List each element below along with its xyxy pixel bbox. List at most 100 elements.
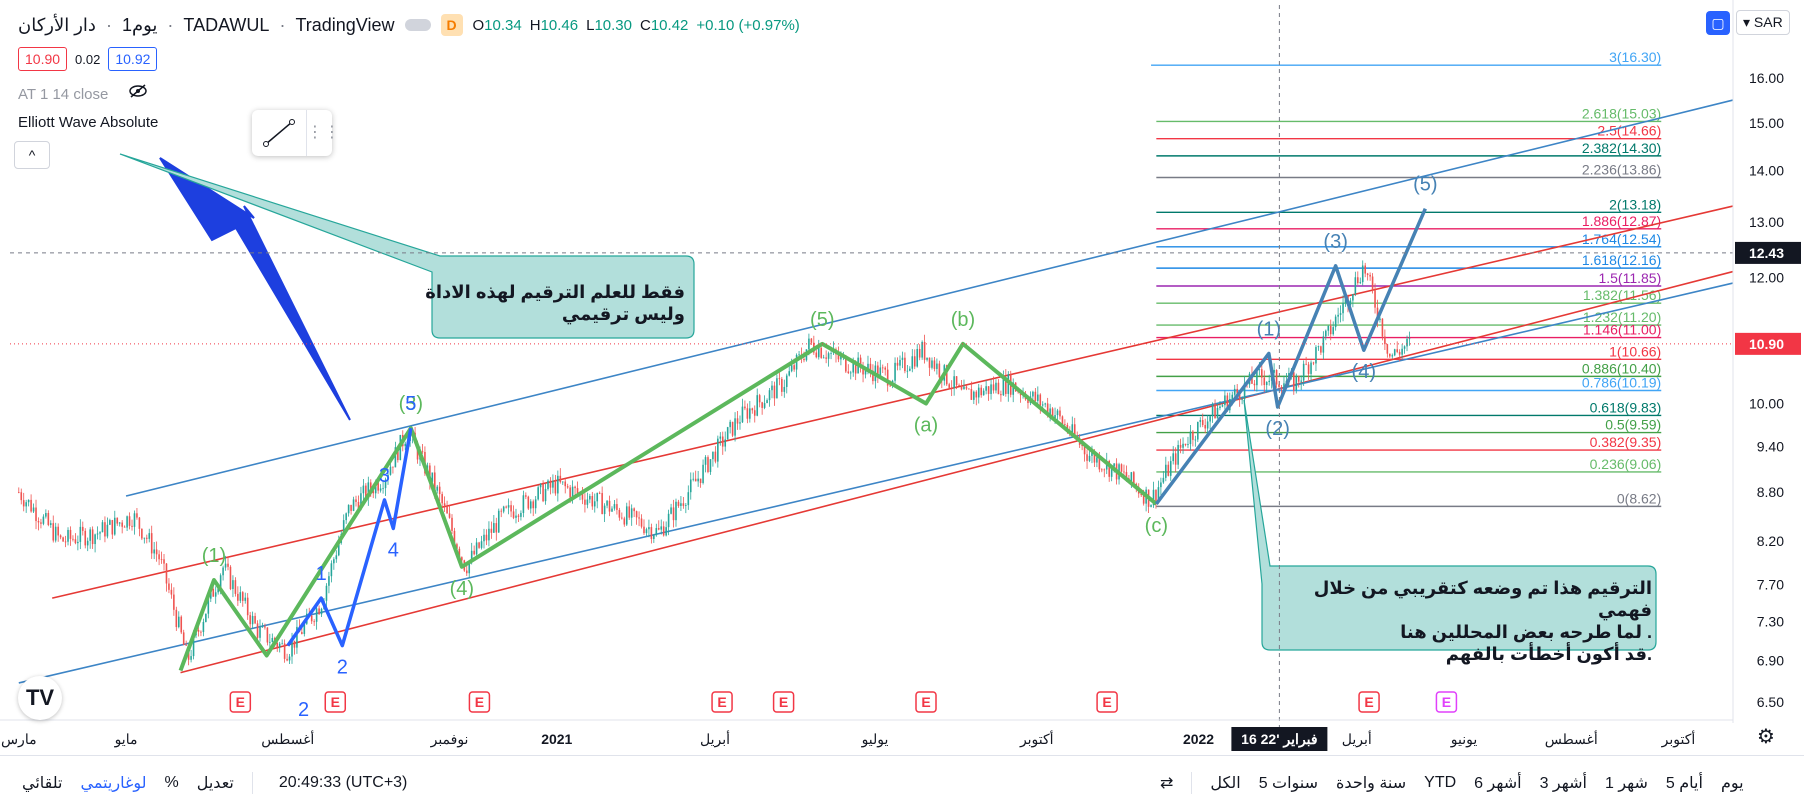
candle <box>320 607 323 617</box>
collapse-button[interactable]: ^ <box>14 141 50 169</box>
candle-body <box>185 644 187 646</box>
candle-body <box>458 548 461 558</box>
earnings-marker-label: E <box>921 694 930 710</box>
candle-body <box>200 631 202 633</box>
auto-scale-toggle[interactable]: تلقائي <box>22 775 63 792</box>
candle-body <box>1096 457 1098 463</box>
candle-body <box>1325 330 1327 337</box>
percent-scale-toggle[interactable]: % <box>164 774 179 791</box>
candle <box>616 498 618 515</box>
candle-body <box>365 485 367 499</box>
time-axis-tick: نوفمبر <box>430 731 469 748</box>
candle-body <box>665 527 667 536</box>
candle <box>859 354 862 373</box>
candle <box>667 509 670 536</box>
big-arrow <box>159 157 351 421</box>
range-all[interactable]: الكل <box>1210 775 1241 792</box>
candle-body <box>712 451 714 460</box>
candle <box>529 499 532 514</box>
range-1d[interactable]: يوم <box>1720 775 1744 792</box>
candle-body <box>973 391 975 400</box>
candle-body <box>222 567 224 576</box>
gear-icon[interactable]: ⚙ <box>1757 726 1775 748</box>
price-chart[interactable]: 3(16.30) 2.618(15.03) 2.5(14.66)2.382(14.3… <box>0 0 1804 755</box>
interval-label[interactable]: 1يوم <box>121 14 158 35</box>
candle <box>438 482 441 501</box>
candle-body <box>746 408 749 419</box>
candle <box>547 479 549 491</box>
wave-blue-line <box>286 427 413 648</box>
candle-body <box>350 504 352 511</box>
sell-button[interactable]: 10.90 <box>18 47 68 71</box>
candle <box>648 519 650 538</box>
fib-level-label: 1.618(12.16) <box>1582 252 1661 268</box>
candle-body <box>202 621 205 633</box>
candle-body <box>81 526 84 531</box>
candle <box>921 340 923 360</box>
clock-time[interactable]: 20:49:33 (UTC+3) <box>278 774 408 791</box>
candle-body <box>1199 420 1202 422</box>
candle <box>1379 316 1381 323</box>
range-5d[interactable]: 5 أيام <box>1665 775 1703 792</box>
candle-body <box>131 525 133 527</box>
wave-label: (a) <box>914 415 938 437</box>
candle-body <box>677 501 680 506</box>
candle-body <box>635 511 638 518</box>
candle <box>465 565 468 576</box>
fib-level-label: 2.618(15.03) <box>1582 105 1661 121</box>
fullscreen-icon[interactable]: ▢ <box>1706 10 1730 35</box>
candle-body <box>1238 393 1241 400</box>
candle-body <box>657 528 660 530</box>
range-3m[interactable]: 3 أشهر <box>1539 775 1587 792</box>
candle <box>714 446 717 464</box>
candle <box>362 478 365 502</box>
candle-body <box>382 488 384 489</box>
candle <box>505 505 507 509</box>
candle-body <box>1174 453 1177 465</box>
date-range-icon[interactable]: ⇄ <box>1160 775 1174 792</box>
eye-off-icon[interactable] <box>128 83 148 104</box>
candle-body <box>817 347 820 358</box>
currency-button[interactable]: ▾ SAR <box>1736 10 1790 35</box>
candle-body <box>49 523 52 525</box>
candle-body <box>1184 443 1187 446</box>
candle-body <box>795 355 798 370</box>
buy-button[interactable]: 10.92 <box>108 47 158 71</box>
candle <box>352 496 355 512</box>
adjust-toggle[interactable]: تعديل <box>196 775 234 792</box>
candle-body <box>810 338 813 343</box>
candle-body <box>758 395 761 403</box>
drag-handle-icon[interactable]: ⋮⋮ <box>306 110 340 156</box>
candle <box>57 523 59 542</box>
range-5y[interactable]: 5 سنوات <box>1258 775 1319 792</box>
candle <box>820 346 823 359</box>
candle-body <box>266 627 269 643</box>
candle <box>1199 417 1202 428</box>
toggle-icon[interactable] <box>404 19 431 31</box>
candle <box>1342 295 1344 322</box>
candle <box>675 498 677 527</box>
candle <box>347 504 350 517</box>
range-ytd[interactable]: YTD <box>1424 774 1457 791</box>
range-1y[interactable]: سنة واحدة <box>1336 775 1407 792</box>
range-1m[interactable]: 1 شهر <box>1604 775 1648 792</box>
candle <box>278 641 281 653</box>
drawing-toolbar[interactable]: ⋮⋮ <box>252 110 340 156</box>
candle <box>128 512 131 530</box>
candle <box>45 509 47 519</box>
candle <box>286 653 288 662</box>
range-6m[interactable]: 6 أشهر <box>1474 775 1522 792</box>
candle <box>810 338 813 346</box>
candle <box>163 554 165 571</box>
candle-body <box>987 386 990 394</box>
candle <box>379 484 382 493</box>
candle <box>916 344 919 368</box>
candle <box>1384 329 1386 351</box>
candle <box>251 611 254 629</box>
candle-body <box>675 501 677 521</box>
candle <box>1059 406 1061 420</box>
candle <box>99 531 101 541</box>
log-scale-toggle[interactable]: لوغاريتمي <box>80 775 147 792</box>
candle-body <box>1034 391 1037 401</box>
symbol-name[interactable]: دار الأركان <box>18 14 96 35</box>
